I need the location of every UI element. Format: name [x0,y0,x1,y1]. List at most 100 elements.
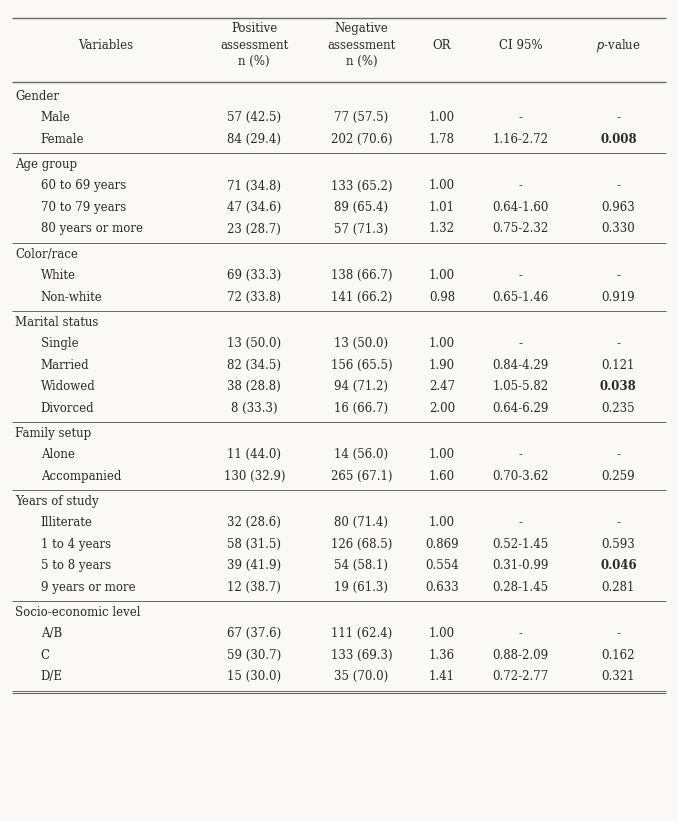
Text: 1.00: 1.00 [429,627,455,640]
Text: 133 (65.2): 133 (65.2) [331,180,392,192]
Text: 1.90: 1.90 [429,359,455,372]
Text: 0.75-2.32: 0.75-2.32 [493,222,549,236]
Text: 1.05-5.82: 1.05-5.82 [493,380,549,393]
Text: Divorced: Divorced [41,401,94,415]
Text: Marital status: Marital status [15,316,98,328]
Text: Accompanied: Accompanied [41,470,121,483]
Text: 13 (50.0): 13 (50.0) [227,337,281,350]
Text: Gender: Gender [15,90,59,103]
Text: 94 (71.2): 94 (71.2) [334,380,388,393]
Text: 57 (71.3): 57 (71.3) [334,222,388,236]
Text: 0.98: 0.98 [429,291,455,304]
Text: 70 to 79 years: 70 to 79 years [41,201,126,214]
Text: 0.64-1.60: 0.64-1.60 [492,201,549,214]
Text: 8 (33.3): 8 (33.3) [231,401,277,415]
Text: 15 (30.0): 15 (30.0) [227,670,281,683]
Text: 1 to 4 years: 1 to 4 years [41,538,111,551]
Text: 89 (65.4): 89 (65.4) [334,201,388,214]
Text: 0.963: 0.963 [601,201,635,214]
Text: 0.84-4.29: 0.84-4.29 [493,359,549,372]
Text: 84 (29.4): 84 (29.4) [227,133,281,146]
Text: 0.321: 0.321 [601,670,635,683]
Text: Male: Male [41,112,71,125]
Text: 1.00: 1.00 [429,337,455,350]
Text: 0.593: 0.593 [601,538,635,551]
Text: -: - [616,516,620,530]
Text: 130 (32.9): 130 (32.9) [224,470,285,483]
Text: 1.01: 1.01 [429,201,455,214]
Text: Widowed: Widowed [41,380,96,393]
Text: -: - [616,269,620,282]
Text: 141 (66.2): 141 (66.2) [331,291,392,304]
Text: 38 (28.8): 38 (28.8) [227,380,281,393]
Text: 16 (66.7): 16 (66.7) [334,401,388,415]
Text: 0.869: 0.869 [425,538,459,551]
Text: 1.16-2.72: 1.16-2.72 [493,133,549,146]
Text: Variables: Variables [78,39,134,52]
Text: 0.162: 0.162 [601,649,635,662]
Text: 1.00: 1.00 [429,180,455,192]
Text: -: - [519,269,523,282]
Text: 0.31-0.99: 0.31-0.99 [492,559,549,572]
Text: 0.330: 0.330 [601,222,635,236]
Text: 0.008: 0.008 [600,133,637,146]
Text: 23 (28.7): 23 (28.7) [227,222,281,236]
Text: 0.88-2.09: 0.88-2.09 [493,649,549,662]
Text: 126 (68.5): 126 (68.5) [331,538,392,551]
Text: -: - [519,337,523,350]
Text: 0.72-2.77: 0.72-2.77 [493,670,549,683]
Text: 13 (50.0): 13 (50.0) [334,337,388,350]
Text: 71 (34.8): 71 (34.8) [227,180,281,192]
Text: 1.78: 1.78 [429,133,455,146]
Text: 1.00: 1.00 [429,516,455,530]
Text: Age group: Age group [15,158,77,171]
Text: 69 (33.3): 69 (33.3) [227,269,281,282]
Text: Illiterate: Illiterate [41,516,93,530]
Text: 19 (61.3): 19 (61.3) [334,580,388,594]
Text: -: - [519,627,523,640]
Text: 0.259: 0.259 [601,470,635,483]
Text: 80 (71.4): 80 (71.4) [334,516,388,530]
Text: CI 95%: CI 95% [499,39,542,52]
Text: 59 (30.7): 59 (30.7) [227,649,281,662]
Text: 72 (33.8): 72 (33.8) [227,291,281,304]
Text: OR: OR [433,39,452,52]
Text: 2.00: 2.00 [429,401,455,415]
Text: Positive
assessment
n (%): Positive assessment n (%) [220,22,288,68]
Text: 0.038: 0.038 [600,380,637,393]
Text: 47 (34.6): 47 (34.6) [227,201,281,214]
Text: White: White [41,269,76,282]
Text: Socio-economic level: Socio-economic level [15,606,140,619]
Text: -: - [616,180,620,192]
Text: 80 years or more: 80 years or more [41,222,142,236]
Text: 138 (66.7): 138 (66.7) [331,269,392,282]
Text: Negative
assessment
n (%): Negative assessment n (%) [327,22,395,68]
Text: 156 (65.5): 156 (65.5) [331,359,392,372]
Text: 0.121: 0.121 [601,359,635,372]
Text: 202 (70.6): 202 (70.6) [331,133,392,146]
Text: 39 (41.9): 39 (41.9) [227,559,281,572]
Text: 1.00: 1.00 [429,448,455,461]
Text: 35 (70.0): 35 (70.0) [334,670,388,683]
Text: 2.47: 2.47 [429,380,455,393]
Text: Non-white: Non-white [41,291,102,304]
Text: Color/race: Color/race [15,248,78,260]
Text: 11 (44.0): 11 (44.0) [227,448,281,461]
Text: 1.00: 1.00 [429,269,455,282]
Text: 14 (56.0): 14 (56.0) [334,448,388,461]
Text: 82 (34.5): 82 (34.5) [227,359,281,372]
Text: 0.235: 0.235 [601,401,635,415]
Text: Single: Single [41,337,78,350]
Text: Family setup: Family setup [15,427,91,440]
Text: Female: Female [41,133,84,146]
Text: 0.64-6.29: 0.64-6.29 [492,401,549,415]
Text: 133 (69.3): 133 (69.3) [331,649,392,662]
Text: 0.52-1.45: 0.52-1.45 [493,538,549,551]
Text: 1.00: 1.00 [429,112,455,125]
Text: 1.36: 1.36 [429,649,455,662]
Text: 1.60: 1.60 [429,470,455,483]
Text: Married: Married [41,359,89,372]
Text: A/B: A/B [41,627,62,640]
Text: $\it{p}$-value: $\it{p}$-value [596,37,641,53]
Text: -: - [616,627,620,640]
